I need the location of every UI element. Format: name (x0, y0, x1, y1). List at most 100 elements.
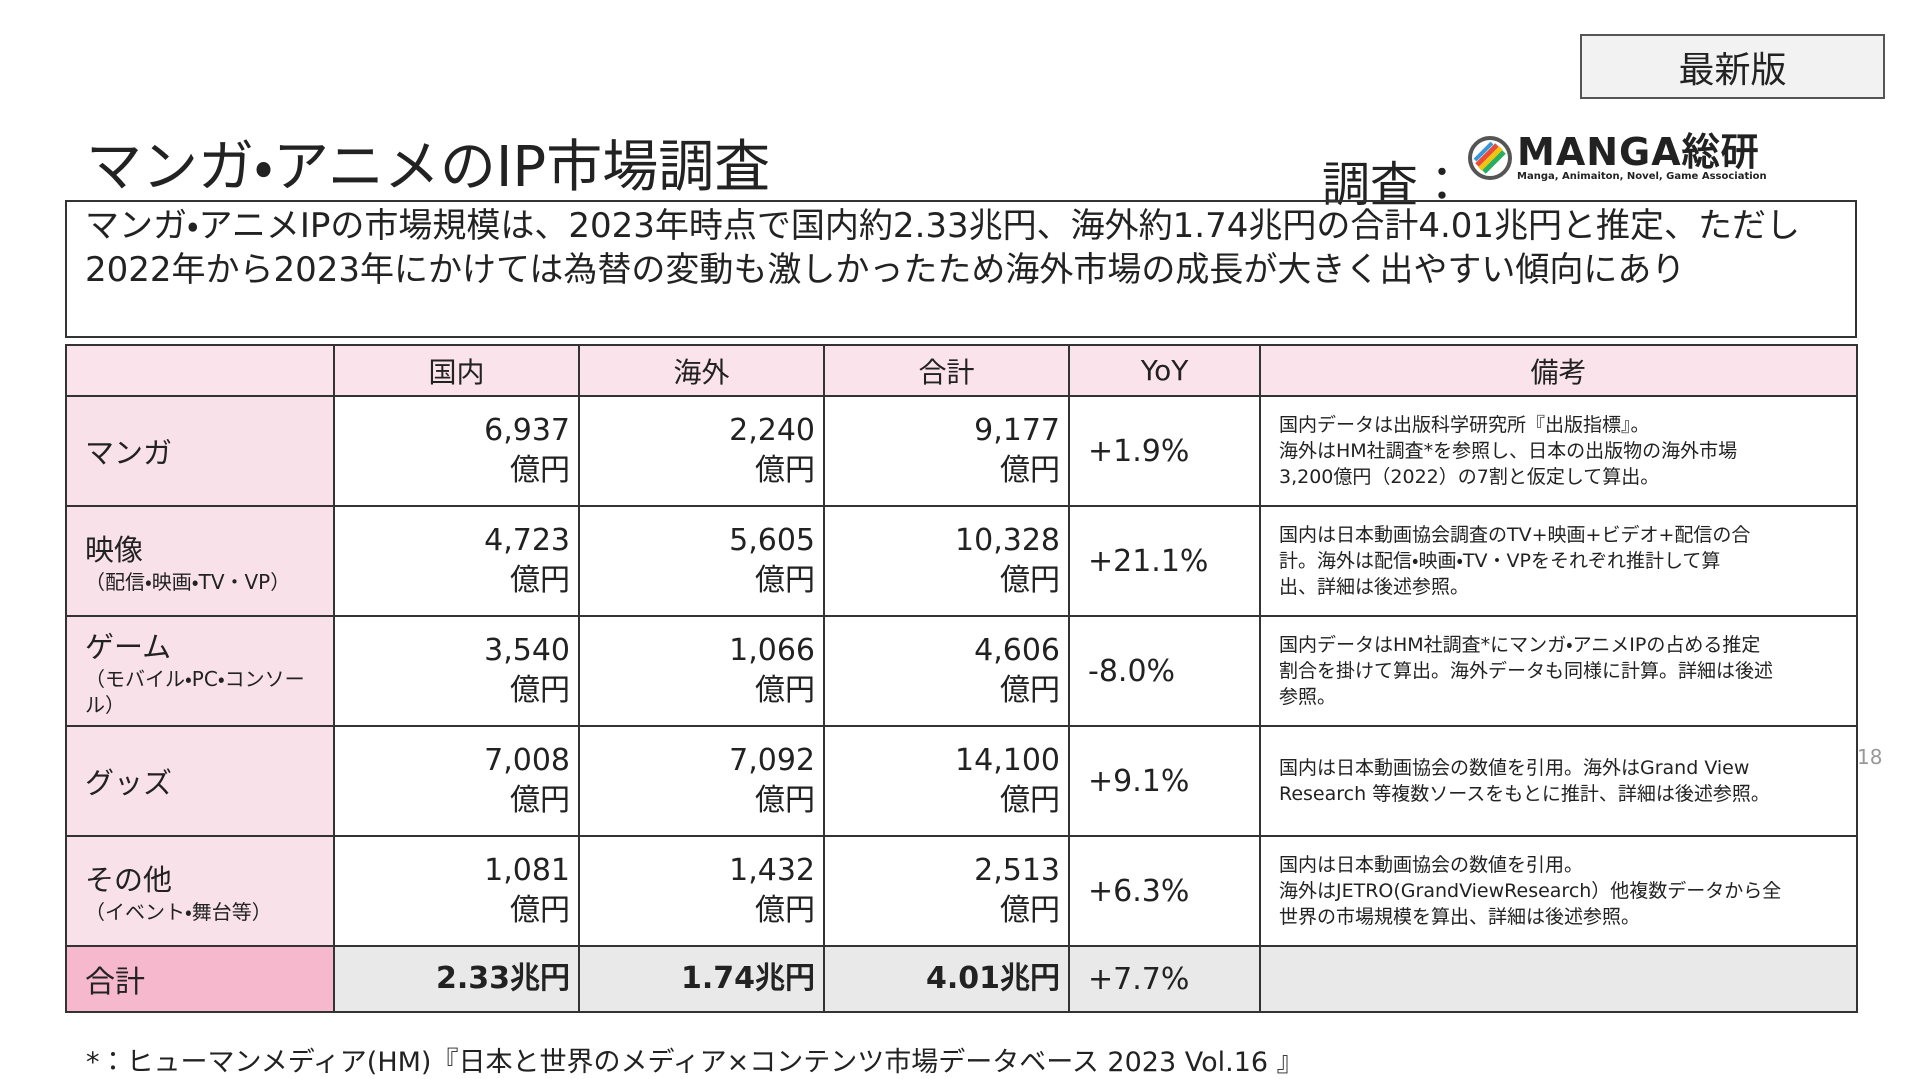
row-sub: （イベント・舞台等） (85, 900, 272, 924)
note-line: 出、詳細は後述参照。 (1279, 576, 1470, 598)
row-label: マンガ (65, 395, 335, 507)
amount: 7,092 (729, 743, 815, 778)
table-row: その他 （イベント・舞台等） 1,081 億円 1,432 億円 2,513 億円 +6.3% 国… (65, 835, 1858, 947)
amount-cell: 4,606 億円 (823, 615, 1070, 727)
amount: 1,066 (729, 633, 815, 668)
unit: 億円 (1000, 673, 1060, 708)
header-cell: 備考 (1259, 344, 1858, 397)
yoy-cell: +21.1% (1068, 505, 1261, 617)
unit: 億円 (510, 453, 570, 488)
header-cell (65, 344, 335, 397)
note-cell: 国内データはHM社調査*にマンガ・アニメIPの占める推定 割合を掛けて算出。海外デ… (1259, 615, 1858, 727)
amount-cell: 1,432 億円 (578, 835, 825, 947)
note-line: 海外はJETRO(GrandViewResearch）他複数データから全 (1279, 880, 1782, 902)
amount-cell: 10,328 億円 (823, 505, 1070, 617)
table-row: 映像 （配信・映画・TV・VP） 4,723 億円 5,605 億円 10,328 億円 +21… (65, 505, 1858, 617)
unit: 億円 (755, 563, 815, 598)
table-row: グッズ 7,008 億円 7,092 億円 14,100 億円 +9.1% 国内は日本動画協会の… (65, 725, 1858, 837)
amount: 2,513 (974, 853, 1060, 888)
page-number: 18 (1857, 745, 1883, 769)
amount-cell: 7,008 億円 (333, 725, 580, 837)
note-cell: 国内は日本動画協会調査のTV+映画+ビデオ+配信の合 計。海外は配信・映画・TV・… (1259, 505, 1858, 617)
unit: 億円 (510, 783, 570, 818)
amount: 5,605 (729, 523, 815, 558)
header-cell: 国内 (333, 344, 580, 397)
table-row: ゲーム （モバイル・PC・コンソール） 3,540 億円 1,066 億円 4,606 億円 -… (65, 615, 1858, 727)
amount-cell: 5,605 億円 (578, 505, 825, 617)
amount: 1,432 (729, 853, 815, 888)
unit: 億円 (510, 673, 570, 708)
note-line: Research 等複数ソースをもとに推計、詳細は後述参照。 (1279, 783, 1770, 805)
footnote: *：ヒューマンメディア(HM)『日本と世界のメディア×コンテンツ市場データベース… (86, 1047, 1304, 1078)
title: マンガ・アニメのIP市場調査 (86, 135, 771, 200)
header-cell: 海外 (578, 344, 825, 397)
unit: 億円 (755, 893, 815, 928)
note-cell: 国内は日本動画協会の数値を引用。海外はGrand View Research 等複… (1259, 725, 1858, 837)
amount: 2,240 (729, 413, 815, 448)
unit: 億円 (755, 673, 815, 708)
note-line: 国内は日本動画協会調査のTV+映画+ビデオ+配信の合 (1279, 524, 1751, 546)
logo: MANGA総研 Manga, Animaiton, Novel, Game As… (1467, 133, 1767, 182)
amount: 14,100 (955, 743, 1060, 778)
row-label: ゲーム （モバイル・PC・コンソール） (65, 615, 335, 727)
amount-cell: 6,937 億円 (333, 395, 580, 507)
table-row: マンガ 6,937 億円 2,240 億円 9,177 億円 +1.9% 国内データは出版科学研… (65, 395, 1858, 507)
badge: 最新版 (1580, 34, 1885, 99)
row-label: 合計 (65, 945, 335, 1013)
note-line: 国内は日本動画協会の数値を引用。 (1279, 854, 1584, 876)
market-table: 国内 海外 合計 YoY 備考 マンガ 6,937 億円 2,240 億円 9,177 億円 +1.9… (65, 344, 1858, 1013)
yoy-cell: +9.1% (1068, 725, 1261, 837)
amount: 9,177 (974, 413, 1060, 448)
amount-cell: 1.74兆円 (578, 945, 825, 1013)
header-cell: 合計 (823, 344, 1070, 397)
amount-cell: 2.33兆円 (333, 945, 580, 1013)
row-label: その他 （イベント・舞台等） (65, 835, 335, 947)
row-label: グッズ (65, 725, 335, 837)
total-row: 合計 2.33兆円 1.74兆円 4.01兆円 +7.7% (65, 945, 1858, 1013)
amount-cell: 2,513 億円 (823, 835, 1070, 947)
note-cell: 国内データは出版科学研究所『出版指標』。 海外はHM社調査*を参照し、日本の出版物… (1259, 395, 1858, 507)
note-cell: 国内は日本動画協会の数値を引用。海外はJETRO(GrandViewResear… (1259, 835, 1858, 947)
amount-cell: 3,540 億円 (333, 615, 580, 727)
unit: 億円 (510, 893, 570, 928)
amount-cell: 1,081 億円 (333, 835, 580, 947)
summary: マンガ・アニメIPの市場規模は、2023年時点で国内約2.33兆円、海外約1.7… (65, 200, 1857, 338)
unit: 億円 (755, 453, 815, 488)
row-name: その他 (85, 863, 173, 897)
note-cell (1259, 945, 1858, 1013)
row-name: 映像 (85, 533, 144, 567)
note-line: 参照。 (1279, 686, 1337, 708)
note-line: 国内データは出版科学研究所『出版指標』。 (1279, 414, 1650, 436)
note-line: 国内データはHM社調査*にマンガ・アニメIPの占める推定 (1279, 634, 1761, 656)
yoy-cell: +7.7% (1068, 945, 1261, 1013)
header-cell: YoY (1068, 344, 1261, 397)
survey-label: 調査： (1322, 157, 1467, 213)
logo-icon (1468, 135, 1512, 180)
logo-text: MANGA総研 (1517, 130, 1760, 174)
yoy-cell: -8.0% (1068, 615, 1261, 727)
amount: 3,540 (484, 633, 570, 668)
row-name: グッズ (85, 766, 173, 800)
amount-cell: 4,723 億円 (333, 505, 580, 617)
amount-cell: 9,177 億円 (823, 395, 1070, 507)
note-line: 計。海外は配信・映画・TV・VPをそれぞれ推計して算 (1279, 550, 1721, 572)
yoy-cell: +6.3% (1068, 835, 1261, 947)
amount: 1,081 (484, 853, 570, 888)
amount-cell: 1,066 億円 (578, 615, 825, 727)
unit: 億円 (755, 783, 815, 818)
row-name: マンガ (85, 436, 173, 470)
row-sub: （モバイル・PC・コンソール） (85, 667, 305, 717)
amount-cell: 14,100 億円 (823, 725, 1070, 837)
row-label: 映像 （配信・映画・TV・VP） (65, 505, 335, 617)
amount: 4,606 (974, 633, 1060, 668)
unit: 億円 (1000, 453, 1060, 488)
amount: 7,008 (484, 743, 570, 778)
unit: 億円 (1000, 893, 1060, 928)
unit: 億円 (1000, 783, 1060, 818)
row-sub: （配信・映画・TV・VP） (85, 570, 291, 594)
amount: 4,723 (484, 523, 570, 558)
row-name: ゲーム (85, 630, 172, 664)
note-line: 国内は日本動画協会の数値を引用。海外はGrand View (1279, 757, 1750, 779)
amount: 6,937 (484, 413, 570, 448)
